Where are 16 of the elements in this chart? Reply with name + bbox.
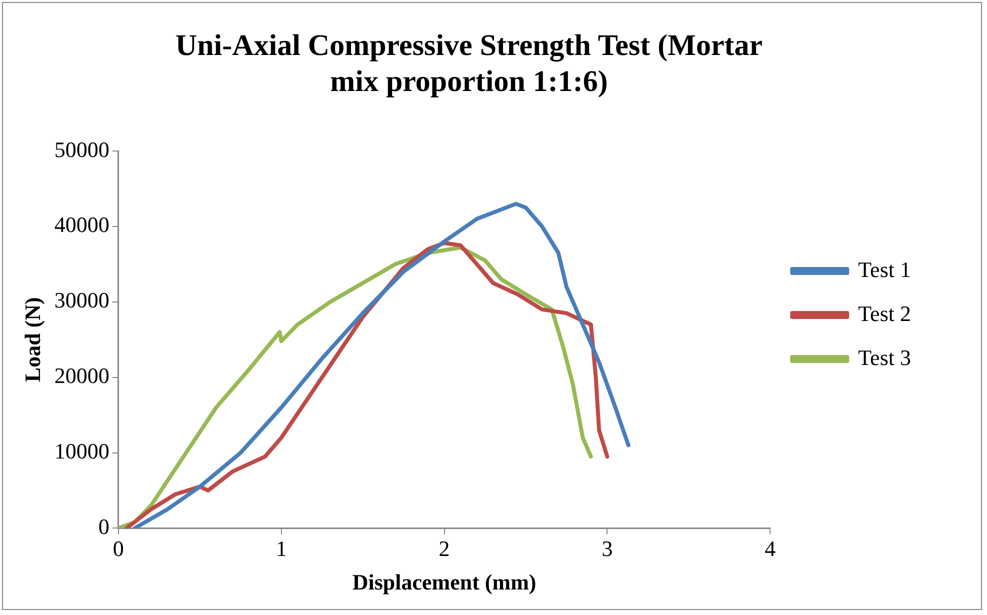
y-tick-label: 10000 xyxy=(54,438,110,464)
chart-title: Uni-Axial Compressive Strength Test (Mortar mix proportion 1:1:6) xyxy=(175,28,763,98)
y-axis-title: Load (N) xyxy=(20,297,45,382)
y-tick-label: 30000 xyxy=(54,288,110,313)
legend-label: Test 3 xyxy=(858,344,912,370)
legend-label: Test 1 xyxy=(858,256,912,282)
legend-label: Test 2 xyxy=(858,300,912,326)
y-tick-label: 20000 xyxy=(54,363,110,388)
y-tick-label: 0 xyxy=(98,514,110,539)
x-tick-label: 3 xyxy=(602,536,613,562)
x-tick-label: 2 xyxy=(438,536,450,562)
x-tick-label: 1 xyxy=(276,536,287,562)
y-tick-label: 50000 xyxy=(54,136,110,162)
x-tick-label: 4 xyxy=(764,536,776,562)
x-axis-title: Displacement (mm) xyxy=(352,569,536,594)
y-tick-label: 40000 xyxy=(54,212,110,238)
